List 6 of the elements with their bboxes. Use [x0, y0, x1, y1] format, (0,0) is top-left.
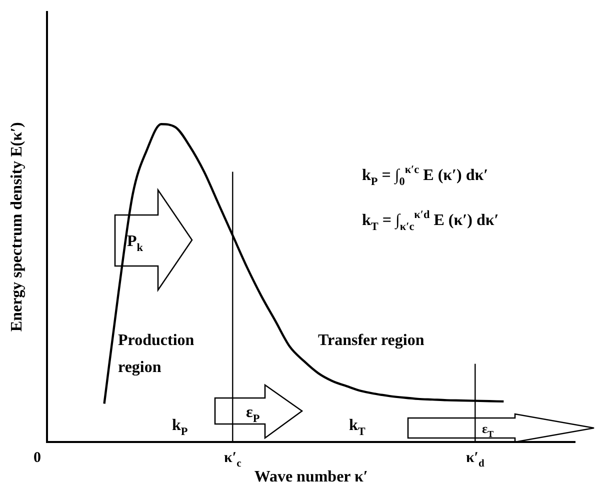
x-tick-label: 0	[33, 450, 41, 466]
y-axis-title: Energy spectrum density E(κ′)	[8, 122, 26, 332]
annotation: Transfer region	[318, 332, 424, 349]
annotation: Production	[118, 332, 194, 349]
annotation: region	[118, 359, 162, 376]
x-axis-title: Wave number κ′	[254, 468, 368, 486]
